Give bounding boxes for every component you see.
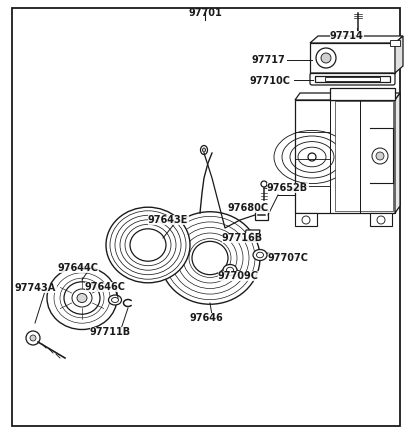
- Ellipse shape: [256, 252, 263, 258]
- Polygon shape: [309, 36, 402, 43]
- Circle shape: [315, 48, 335, 68]
- Ellipse shape: [72, 289, 92, 307]
- Polygon shape: [294, 100, 394, 213]
- Ellipse shape: [252, 250, 266, 260]
- Polygon shape: [394, 93, 399, 213]
- Circle shape: [261, 181, 266, 187]
- Text: 97716B: 97716B: [221, 233, 263, 243]
- Polygon shape: [314, 76, 389, 82]
- Circle shape: [26, 331, 40, 345]
- Circle shape: [30, 335, 36, 341]
- Ellipse shape: [108, 295, 121, 305]
- Bar: [389, 40, 399, 46]
- Text: 97644C: 97644C: [58, 263, 99, 273]
- Circle shape: [376, 216, 384, 224]
- Ellipse shape: [222, 264, 236, 276]
- Ellipse shape: [226, 267, 233, 273]
- Polygon shape: [394, 36, 402, 73]
- Ellipse shape: [111, 297, 118, 302]
- Bar: [294, 213, 316, 226]
- Text: 97743A: 97743A: [15, 283, 56, 293]
- Text: 97711B: 97711B: [90, 327, 131, 337]
- Text: 97714: 97714: [329, 31, 363, 41]
- Ellipse shape: [130, 229, 166, 261]
- Text: 97680C: 97680C: [227, 203, 268, 213]
- Ellipse shape: [200, 146, 207, 155]
- Polygon shape: [309, 43, 394, 73]
- Ellipse shape: [47, 267, 117, 329]
- Circle shape: [375, 152, 383, 160]
- Bar: [329, 88, 394, 100]
- Polygon shape: [334, 101, 392, 211]
- Circle shape: [301, 216, 309, 224]
- Bar: [369, 213, 391, 226]
- Polygon shape: [294, 93, 399, 100]
- Text: 97701: 97701: [188, 8, 221, 18]
- Ellipse shape: [106, 207, 189, 283]
- Circle shape: [371, 148, 387, 164]
- Bar: [324, 77, 379, 81]
- Text: 97646C: 97646C: [85, 282, 126, 292]
- Ellipse shape: [77, 293, 87, 302]
- Polygon shape: [243, 230, 259, 241]
- Text: 97707C: 97707C: [267, 253, 308, 263]
- Text: 97652B: 97652B: [266, 183, 308, 193]
- Circle shape: [320, 53, 330, 63]
- Text: 97717: 97717: [252, 55, 285, 65]
- Text: 97710C: 97710C: [249, 76, 290, 86]
- Text: 97643E: 97643E: [148, 215, 188, 225]
- Polygon shape: [254, 210, 267, 220]
- Text: 97646: 97646: [189, 313, 223, 323]
- Circle shape: [307, 153, 315, 161]
- Ellipse shape: [191, 241, 227, 275]
- Ellipse shape: [160, 212, 259, 304]
- Ellipse shape: [64, 282, 100, 314]
- Text: 97709C: 97709C: [218, 271, 258, 281]
- Ellipse shape: [202, 148, 205, 152]
